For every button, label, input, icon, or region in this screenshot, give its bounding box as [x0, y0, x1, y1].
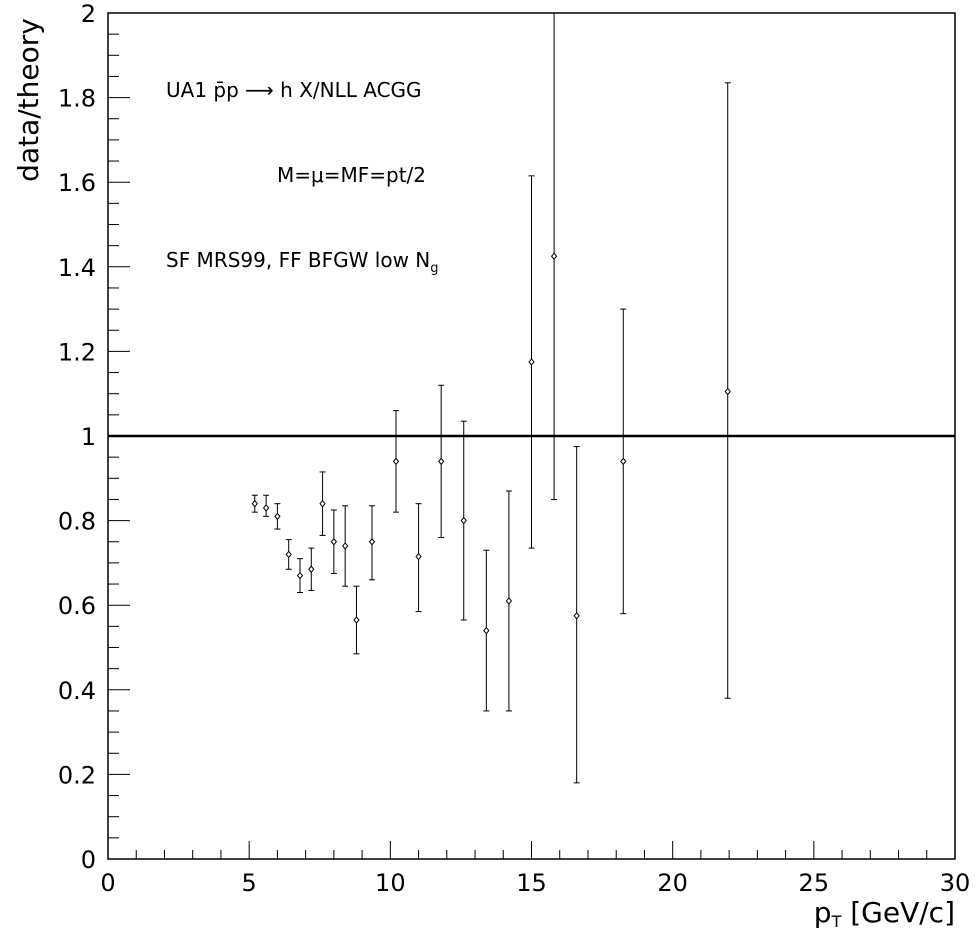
- x-tick-label: 25: [799, 869, 830, 897]
- data-point: [438, 384, 445, 539]
- point-marker: [483, 626, 490, 635]
- data-points-layer: [251, 12, 731, 784]
- point-marker: [296, 571, 304, 580]
- data-point: [620, 308, 627, 615]
- data-point: [724, 82, 731, 699]
- y-tick-label: 0.6: [58, 592, 96, 620]
- point-marker: [368, 537, 376, 546]
- y-tick-label: 0: [81, 846, 96, 874]
- x-tick-label: 10: [375, 869, 406, 897]
- point-marker: [392, 457, 400, 466]
- point-marker: [330, 537, 338, 546]
- x-axis-label: pT [GeV/c]: [814, 896, 955, 930]
- data-point: [353, 585, 360, 655]
- tick-labels-layer: 0 5 10 15 20 25 30 0 0.2 0.4 0.6 0.8 1 1.2 1.4 1.6 1.8 2: [58, 0, 970, 897]
- data-point: [319, 471, 326, 536]
- point-marker: [438, 457, 445, 466]
- point-marker: [415, 552, 422, 561]
- axis-ticks-layer: [107, 12, 956, 860]
- data-point: [573, 446, 580, 784]
- point-marker: [505, 597, 513, 605]
- x-axis-label-rest: [GeV/c]: [841, 896, 955, 929]
- data-point: [392, 410, 400, 513]
- point-marker: [460, 516, 467, 525]
- annotation-scales: M=μ=MF=pt/2: [277, 163, 426, 187]
- data-point: [330, 509, 338, 574]
- annotation-functions-subscript: g: [430, 261, 438, 276]
- point-marker: [262, 504, 270, 512]
- point-marker: [620, 457, 627, 466]
- point-marker: [274, 512, 281, 521]
- data-point: [296, 558, 304, 594]
- point-marker: [724, 387, 731, 396]
- x-tick-label: 15: [516, 869, 547, 897]
- annotation-process: UA1 p̄p ⟶ h X/NLL ACGG: [166, 78, 422, 102]
- data-point: [274, 503, 281, 530]
- data-point: [285, 539, 292, 570]
- y-tick-label: 0.8: [58, 508, 96, 536]
- point-marker: [251, 499, 258, 508]
- data-point: [550, 12, 558, 500]
- annotation-functions-main: SF MRS99, FF BFGW low N: [166, 248, 430, 272]
- data-point: [251, 494, 258, 513]
- y-tick-label: 1.6: [58, 169, 96, 197]
- y-axis-label: data/theory: [12, 18, 45, 182]
- y-tick-label: 1.8: [58, 85, 96, 113]
- data-point: [262, 494, 270, 517]
- point-marker: [342, 542, 349, 550]
- data-point: [308, 547, 315, 591]
- point-marker: [573, 611, 580, 620]
- x-tick-label: 5: [242, 869, 257, 897]
- data-point: [342, 505, 349, 587]
- y-tick-label: 1.2: [58, 338, 96, 366]
- point-marker: [285, 550, 292, 559]
- y-tick-label: 0.2: [58, 761, 96, 789]
- point-marker: [319, 499, 326, 508]
- x-axis-label-subscript: T: [831, 912, 842, 930]
- point-marker: [308, 565, 315, 574]
- annotation-functions: SF MRS99, FF BFGW low Ng: [166, 248, 439, 276]
- y-tick-label: 0.4: [58, 677, 96, 705]
- point-marker: [353, 616, 360, 624]
- data-point: [528, 175, 535, 549]
- y-tick-label: 1: [81, 423, 96, 451]
- point-marker: [528, 358, 535, 366]
- y-tick-label: 1.4: [58, 254, 96, 282]
- data-point: [460, 420, 467, 621]
- data-point: [483, 549, 490, 712]
- x-tick-label: 0: [100, 869, 115, 897]
- data-point: [415, 503, 422, 613]
- x-tick-label: 20: [657, 869, 688, 897]
- data-point: [368, 505, 376, 581]
- data-point: [505, 490, 513, 712]
- x-axis-label-main: p: [814, 896, 832, 929]
- point-marker: [550, 252, 558, 261]
- x-tick-label: 30: [940, 869, 971, 897]
- y-tick-label: 2: [81, 0, 96, 28]
